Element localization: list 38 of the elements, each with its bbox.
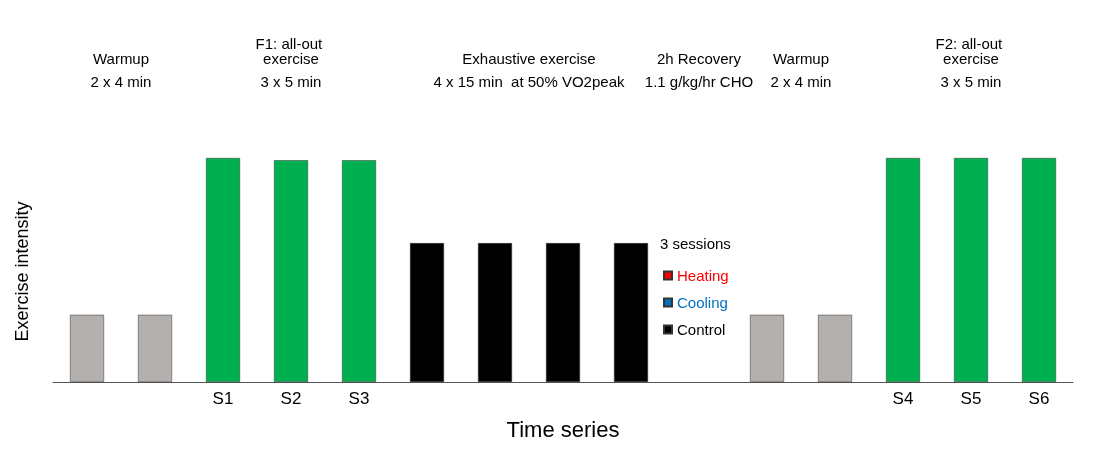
- bar: [274, 160, 308, 382]
- legend-label: Control: [677, 321, 726, 338]
- legend-label: Cooling: [677, 294, 728, 311]
- bar: [818, 314, 852, 382]
- text: 3 x 5 min: [260, 73, 322, 90]
- bar: [70, 314, 104, 382]
- text: F1: all-out exercise: [255, 35, 327, 67]
- x-axis-title: Time series: [506, 416, 620, 442]
- text: 1.1 g/kg/hr CHO: [644, 73, 754, 90]
- text: Warmup: [772, 50, 830, 67]
- text: 2 x 4 min: [90, 73, 152, 90]
- x-tick-label: S5: [960, 389, 982, 408]
- bar: [206, 158, 240, 382]
- text: Exhaustive exercise: [462, 50, 596, 67]
- legend-title: 3 sessions: [660, 235, 731, 252]
- text: 3 x 5 min: [940, 73, 1002, 90]
- text: 2 x 4 min: [770, 73, 832, 90]
- text: Warmup: [92, 50, 150, 67]
- x-tick-label: S3: [348, 389, 370, 408]
- bar: [138, 314, 172, 382]
- bar: [886, 158, 920, 382]
- x-tick-label: S4: [892, 389, 914, 408]
- bar: [410, 243, 444, 382]
- text: 2h Recovery: [656, 50, 742, 67]
- text: F2: all-out exercise: [935, 35, 1007, 67]
- x-tick-label: S2: [280, 389, 302, 408]
- bar: [342, 160, 376, 382]
- x-tick-label: S1: [212, 389, 234, 408]
- bar: [1022, 158, 1056, 382]
- bar: [614, 243, 648, 382]
- y-axis-title: Exercise intensity: [12, 201, 32, 342]
- bar: [546, 243, 580, 382]
- bar: [954, 158, 988, 382]
- bar: [478, 243, 512, 382]
- x-tick-label: S6: [1028, 389, 1050, 408]
- bar: [750, 314, 784, 382]
- legend-label: Heating: [677, 267, 729, 284]
- text: 4 x 15 min at 50% VO2peak: [433, 73, 625, 90]
